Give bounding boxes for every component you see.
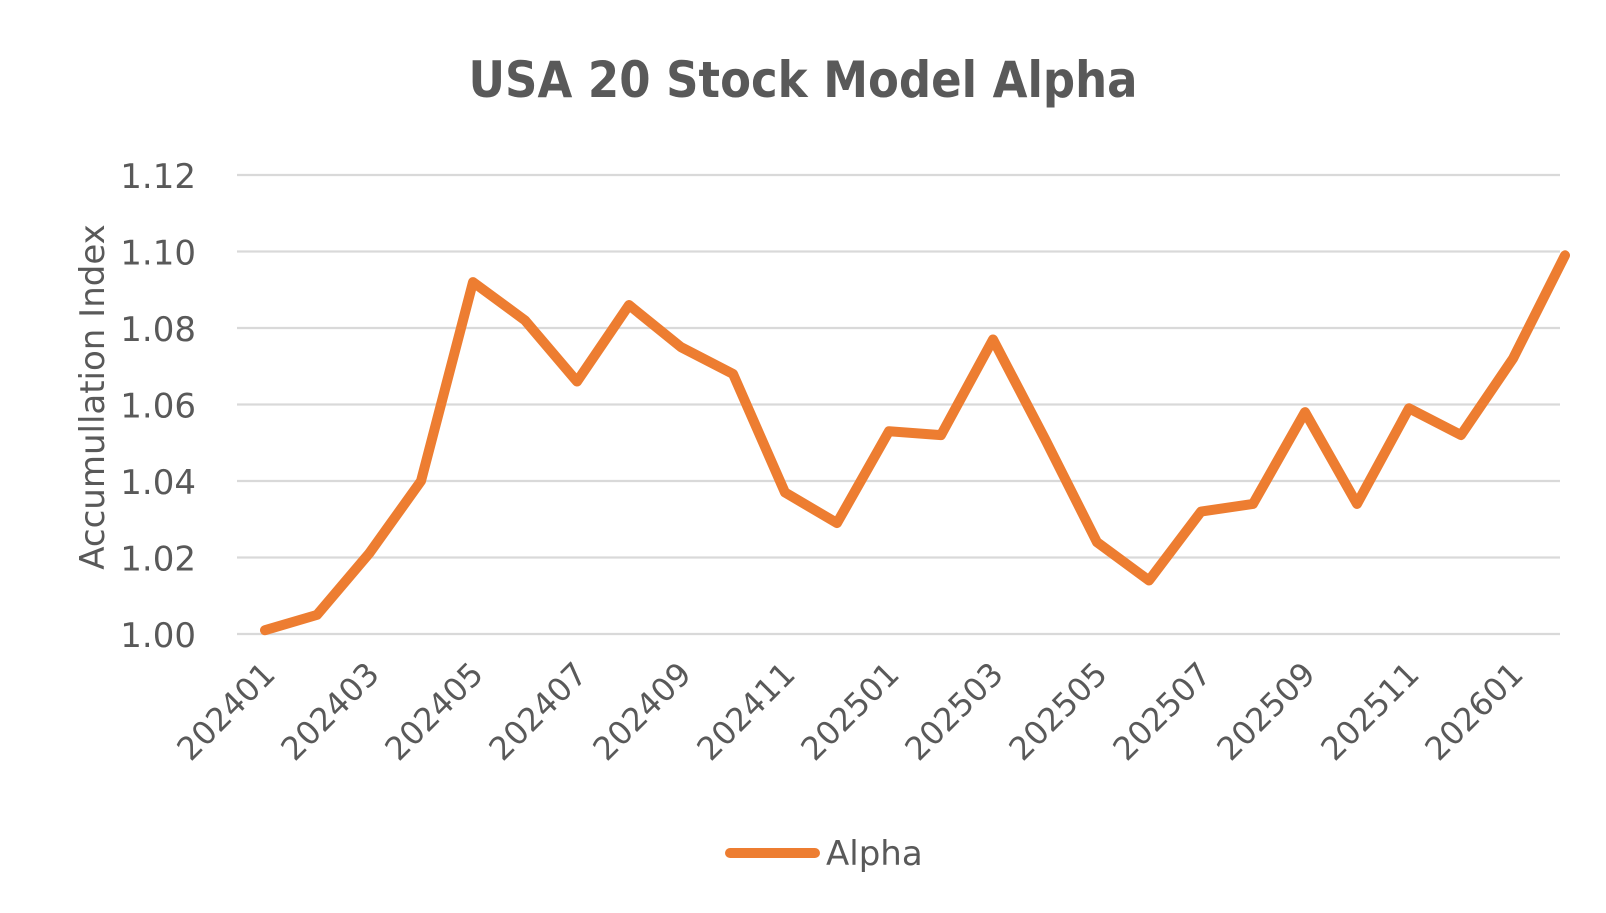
data-point [836, 522, 838, 524]
x-tick-label: 202507 [1105, 655, 1218, 768]
x-axis-ticks: 2024012024032024052024072024092024112025… [169, 655, 1530, 768]
series-line-alpha [260, 250, 1570, 636]
data-point [1148, 579, 1150, 581]
x-tick-label: 202501 [793, 655, 906, 768]
x-tick-label: 202405 [377, 655, 490, 768]
y-tick-label: 1.06 [120, 387, 196, 427]
data-point [992, 338, 994, 340]
y-tick-label: 1.12 [120, 157, 196, 197]
series-lines [260, 250, 1570, 636]
legend-label: Alpha [826, 834, 923, 874]
y-tick-label: 1.02 [120, 540, 196, 580]
gridlines [237, 173, 1560, 636]
data-point [1564, 254, 1566, 256]
x-tick-label: 202407 [481, 655, 594, 768]
data-point [1304, 411, 1306, 413]
y-tick-label: 1.04 [120, 463, 196, 503]
data-point [524, 319, 526, 321]
y-tick-label: 1.08 [120, 310, 196, 350]
x-tick-label: 202409 [585, 655, 698, 768]
data-point [1044, 438, 1046, 440]
y-axis-label: Accumullation Index [73, 224, 113, 570]
data-point [420, 480, 422, 482]
data-point [316, 614, 318, 616]
y-axis-ticks: 1.00 1.02 1.04 1.06 1.08 1.10 1.12 [120, 157, 196, 656]
data-point [264, 629, 266, 631]
data-point [1096, 541, 1098, 543]
data-point [732, 373, 734, 375]
legend: Alpha [725, 834, 923, 874]
data-point [472, 281, 474, 283]
data-point [680, 346, 682, 348]
data-point [784, 491, 786, 493]
x-tick-label: 202503 [897, 655, 1010, 768]
data-point [1200, 511, 1202, 513]
data-point [1460, 434, 1462, 436]
data-point [576, 381, 578, 383]
y-tick-label: 1.10 [120, 234, 196, 274]
data-point [368, 553, 370, 555]
x-tick-label: 202403 [273, 655, 386, 768]
data-point [888, 430, 890, 432]
data-point [1512, 358, 1514, 360]
data-point [1252, 503, 1254, 505]
data-point [628, 304, 630, 306]
data-point [1408, 407, 1410, 409]
x-tick-label: 202601 [1417, 655, 1530, 768]
x-tick-label: 202411 [689, 655, 802, 768]
x-tick-label: 202511 [1313, 655, 1426, 768]
x-tick-label: 202401 [169, 655, 282, 768]
x-tick-label: 202509 [1209, 655, 1322, 768]
data-point [1356, 503, 1358, 505]
chart-title: USA 20 Stock Model Alpha [469, 51, 1138, 109]
x-tick-label: 202505 [1001, 655, 1114, 768]
y-tick-label: 1.00 [120, 616, 196, 656]
data-point [940, 434, 942, 436]
